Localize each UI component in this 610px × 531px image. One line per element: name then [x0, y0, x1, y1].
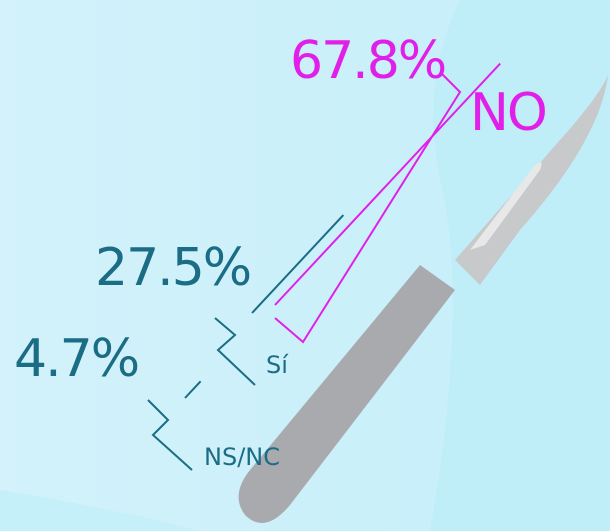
background-shape: [430, 0, 610, 531]
page: {"chart_data": {"type": "bar", "categori…: [0, 0, 610, 531]
value-label: 27.5%: [95, 238, 250, 298]
category-label: NO: [470, 83, 546, 143]
chart: 67.8% NO 27.5% Sí 4.7% NS/NC: [0, 0, 610, 531]
category-label: NS/NC: [204, 443, 280, 471]
category-label: Sí: [266, 351, 289, 379]
value-label: 67.8%: [290, 31, 445, 91]
value-label: 4.7%: [14, 329, 138, 389]
